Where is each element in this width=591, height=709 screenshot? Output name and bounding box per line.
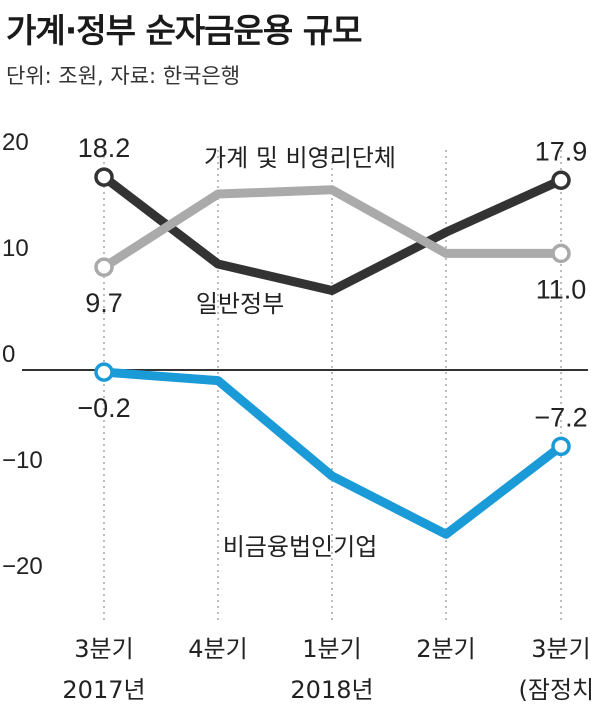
series-line bbox=[99, 172, 566, 295]
y-tick-label: −10 bbox=[2, 447, 43, 474]
chart-subtitle: 단위: 조원, 자료: 한국은행 bbox=[6, 64, 241, 88]
chart-title: 가계·정부 순자금운용 규모 bbox=[6, 11, 362, 50]
x-tick-label: 2분기 bbox=[416, 635, 475, 663]
x-tick-label: 1분기 bbox=[302, 635, 361, 663]
data-point bbox=[94, 167, 114, 187]
data-point bbox=[551, 170, 571, 191]
series-points bbox=[94, 167, 571, 457]
value-label: −7.2 bbox=[534, 402, 587, 432]
y-tick-label: 10 bbox=[2, 235, 29, 262]
data-point bbox=[551, 436, 571, 457]
data-point bbox=[551, 243, 571, 264]
x-tick-sublabel: 2017년 bbox=[62, 676, 145, 704]
value-label: 9.7 bbox=[85, 288, 123, 318]
x-tick-label: 3분기 bbox=[531, 635, 590, 663]
series-name-label: 가계 및 비영리단체 bbox=[204, 144, 396, 172]
y-axis-ticks: 20 10 0 −10 −20 bbox=[2, 129, 43, 580]
value-label: 17.9 bbox=[535, 136, 588, 166]
series-name-label: 일반정부 bbox=[196, 290, 284, 318]
value-label: −0.2 bbox=[77, 393, 130, 423]
data-point bbox=[94, 257, 114, 277]
series-line bbox=[99, 185, 566, 272]
x-tick-label: 4분기 bbox=[188, 635, 247, 663]
series-line bbox=[99, 367, 566, 539]
x-axis-ticks: 3분기 2017년 4분기 1분기 2018년 2분기 3분기 (잠정치) bbox=[62, 635, 591, 704]
series-lines bbox=[99, 172, 566, 539]
value-labels: 18.2 17.9 9.7 11.0 −0.2 −7.2 bbox=[77, 133, 587, 432]
value-label: 11.0 bbox=[536, 274, 587, 304]
data-point bbox=[94, 362, 114, 382]
value-label: 18.2 bbox=[78, 133, 131, 163]
x-tick-sublabel: (잠정치) bbox=[519, 676, 591, 704]
series-name-label: 비금융법인기업 bbox=[223, 533, 378, 561]
y-tick-label: 0 bbox=[2, 341, 15, 368]
y-tick-label: 20 bbox=[2, 129, 29, 156]
x-tick-label: 3분기 bbox=[74, 635, 133, 663]
y-tick-label: −20 bbox=[2, 553, 43, 580]
x-tick-sublabel: 2018년 bbox=[290, 676, 373, 704]
